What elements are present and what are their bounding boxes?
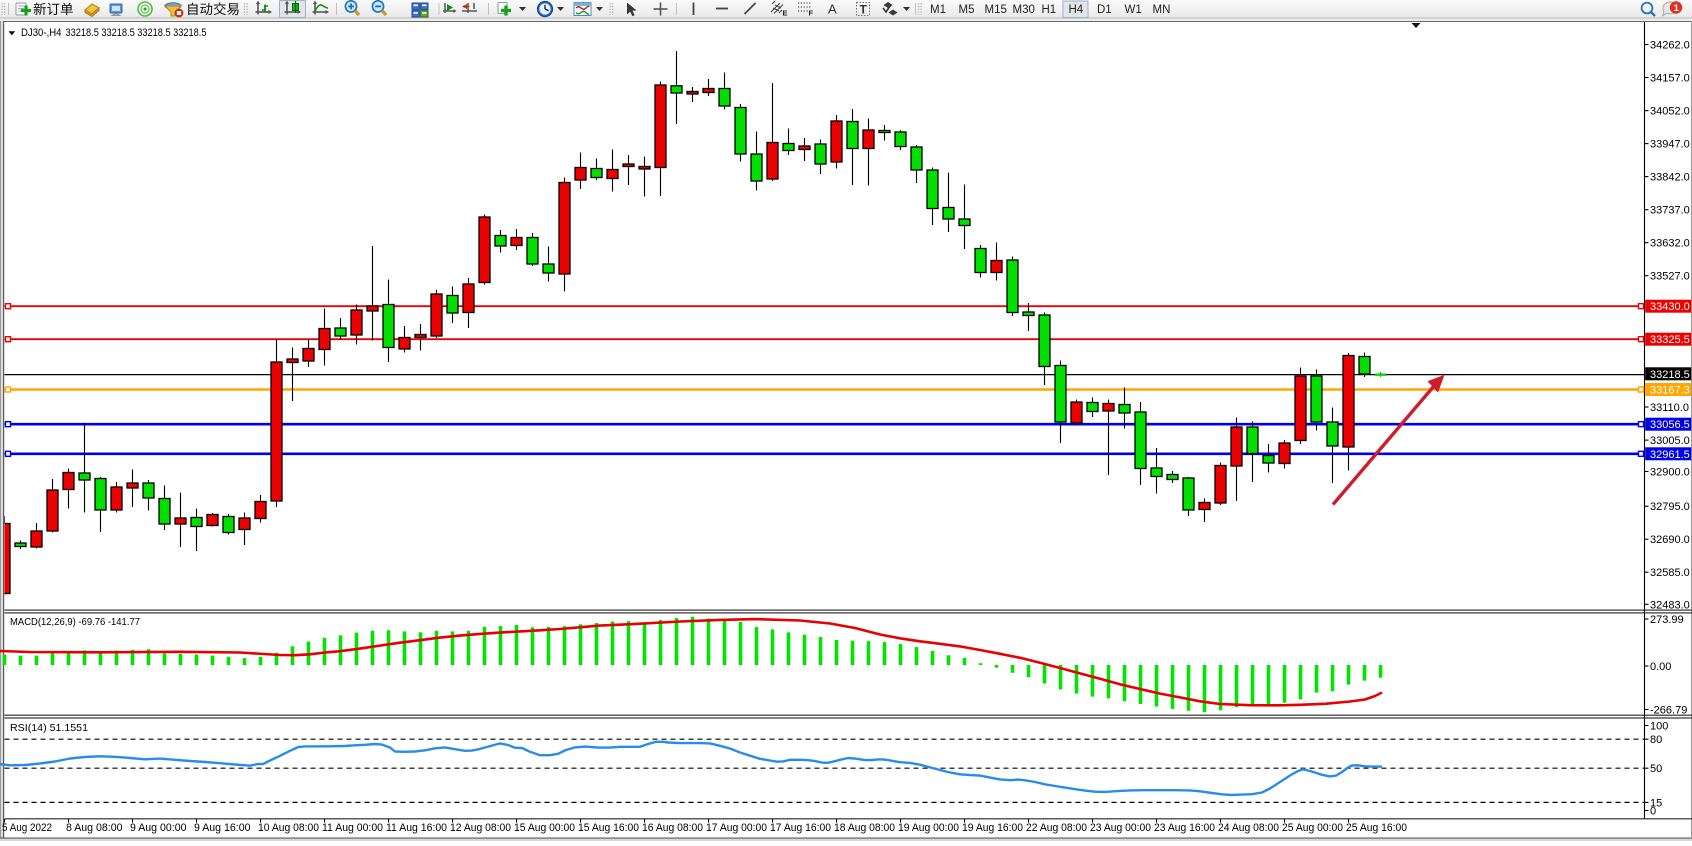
svg-text:17 Aug 16:00: 17 Aug 16:00 <box>770 822 831 834</box>
svg-text:33325.5: 33325.5 <box>1650 334 1690 346</box>
svg-text:H4: H4 <box>1069 4 1084 16</box>
svg-text:M1: M1 <box>930 4 946 16</box>
svg-text:8 Aug 08:00: 8 Aug 08:00 <box>66 822 123 834</box>
svg-text:33218.5 33218.5 33218.5 33218.: 33218.5 33218.5 33218.5 33218.5 <box>66 27 207 39</box>
svg-text:M5: M5 <box>959 4 975 16</box>
svg-text:19 Aug 00:00: 19 Aug 00:00 <box>898 822 959 834</box>
svg-text:A: A <box>828 2 837 17</box>
svg-text:10 Aug 08:00: 10 Aug 08:00 <box>258 822 319 834</box>
svg-text:32690.0: 32690.0 <box>1650 534 1690 546</box>
svg-text:80: 80 <box>1650 734 1662 746</box>
svg-text:15 Aug 00:00: 15 Aug 00:00 <box>514 822 575 834</box>
svg-text:16 Aug 08:00: 16 Aug 08:00 <box>642 822 703 834</box>
svg-text:33005.0: 33005.0 <box>1650 435 1690 447</box>
svg-text:22 Aug 08:00: 22 Aug 08:00 <box>1026 822 1087 834</box>
svg-text:34262.0: 34262.0 <box>1650 40 1690 52</box>
svg-text:23 Aug 00:00: 23 Aug 00:00 <box>1090 822 1151 834</box>
svg-text:RSI(14) 51.1551: RSI(14) 51.1551 <box>10 722 88 734</box>
svg-text:32585.0: 32585.0 <box>1650 567 1690 579</box>
svg-text:11 Aug 16:00: 11 Aug 16:00 <box>386 822 447 834</box>
svg-text:25 Aug 00:00: 25 Aug 00:00 <box>1282 822 1343 834</box>
svg-text:M30: M30 <box>1013 4 1035 16</box>
svg-text:32900.0: 32900.0 <box>1650 467 1690 479</box>
svg-text:33527.0: 33527.0 <box>1650 271 1690 283</box>
svg-text:18 Aug 08:00: 18 Aug 08:00 <box>834 822 895 834</box>
svg-text:23 Aug 16:00: 23 Aug 16:00 <box>1154 822 1215 834</box>
svg-text:33110.0: 33110.0 <box>1650 402 1689 414</box>
svg-text:D1: D1 <box>1097 4 1112 16</box>
svg-text:DJ30-,H4: DJ30-,H4 <box>21 27 62 39</box>
svg-text:12 Aug 08:00: 12 Aug 08:00 <box>450 822 511 834</box>
svg-text:M15: M15 <box>985 4 1007 16</box>
svg-text:33842.0: 33842.0 <box>1650 172 1690 184</box>
svg-text:E: E <box>783 9 788 18</box>
svg-text:25 Aug 16:00: 25 Aug 16:00 <box>1346 822 1407 834</box>
svg-text:100: 100 <box>1650 721 1668 733</box>
svg-text:0.00: 0.00 <box>1650 661 1671 673</box>
svg-text:33947.0: 33947.0 <box>1650 139 1690 151</box>
svg-text:19 Aug 16:00: 19 Aug 16:00 <box>962 822 1023 834</box>
svg-text:MN: MN <box>1153 4 1171 16</box>
svg-text:33056.5: 33056.5 <box>1650 419 1690 431</box>
svg-text:F: F <box>809 9 814 18</box>
svg-text:17 Aug 00:00: 17 Aug 00:00 <box>706 822 767 834</box>
svg-text:11 Aug 00:00: 11 Aug 00:00 <box>322 822 383 834</box>
svg-text:-266.79: -266.79 <box>1650 705 1687 717</box>
svg-text:W1: W1 <box>1125 4 1142 16</box>
svg-text:MACD(12,26,9) -69.76 -141.77: MACD(12,26,9) -69.76 -141.77 <box>10 616 140 628</box>
svg-text:33430.0: 33430.0 <box>1650 301 1690 313</box>
svg-text:15 Aug 16:00: 15 Aug 16:00 <box>578 822 639 834</box>
svg-text:34052.0: 34052.0 <box>1650 106 1690 118</box>
svg-text:H1: H1 <box>1042 4 1057 16</box>
svg-text:50: 50 <box>1650 763 1662 775</box>
svg-text:1: 1 <box>1674 3 1680 14</box>
svg-text:33737.0: 33737.0 <box>1650 205 1690 217</box>
svg-text:T: T <box>860 3 868 17</box>
svg-text:33167.3: 33167.3 <box>1650 385 1690 397</box>
svg-text:33218.5: 33218.5 <box>1650 369 1690 381</box>
svg-text:24 Aug 08:00: 24 Aug 08:00 <box>1218 822 1279 834</box>
svg-text:32961.5: 32961.5 <box>1650 449 1690 461</box>
svg-text:5 Aug 2022: 5 Aug 2022 <box>2 822 52 834</box>
svg-text:0: 0 <box>1650 806 1656 818</box>
svg-text:34157.0: 34157.0 <box>1650 73 1690 85</box>
svg-text:9 Aug 00:00: 9 Aug 00:00 <box>130 822 187 834</box>
svg-text:33632.0: 33632.0 <box>1650 238 1690 250</box>
svg-text:32795.0: 32795.0 <box>1650 501 1690 513</box>
svg-text:9 Aug 16:00: 9 Aug 16:00 <box>194 822 251 834</box>
svg-text:273.99: 273.99 <box>1650 614 1684 626</box>
